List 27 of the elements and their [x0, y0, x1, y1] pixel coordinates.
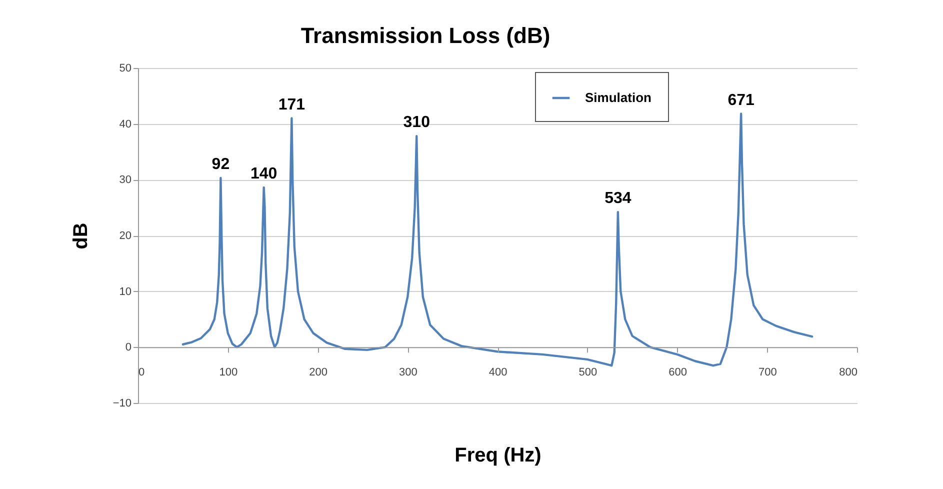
line-series: [182, 112, 814, 367]
annotation: 534: [604, 190, 632, 208]
y-tick-label: 20: [119, 230, 132, 242]
annotation: 140: [250, 165, 278, 182]
x-tick-label: 200: [309, 366, 328, 379]
y-tick-label: −10: [112, 398, 132, 410]
x-tick-label: 600: [668, 366, 687, 379]
y-tick-label: 10: [119, 286, 132, 298]
legend-label: Simulation: [585, 90, 652, 105]
y-tick-label: 0: [125, 342, 132, 354]
x-tick-label: 100: [219, 366, 238, 379]
y-tick-label: 50: [119, 62, 132, 74]
annotation: 171: [278, 96, 306, 114]
y-axis-title: dB: [70, 222, 92, 250]
x-tick-label: 500: [578, 366, 598, 379]
x-tick-label: 700: [758, 366, 777, 379]
x-tick-label: 800: [839, 366, 858, 379]
annotation: 671: [728, 92, 755, 109]
y-tick-label: 30: [119, 174, 132, 186]
x-axis-title: Freq (Hz): [454, 444, 542, 466]
x-tick-label: 0: [138, 366, 145, 379]
x-tick-label: 400: [488, 366, 508, 379]
y-tick-label: 40: [119, 118, 132, 130]
annotation: 92: [212, 156, 230, 173]
x-tick-label: 300: [398, 366, 418, 379]
chart-title: Transmission Loss (dB): [300, 23, 550, 48]
annotation: 310: [403, 114, 430, 132]
